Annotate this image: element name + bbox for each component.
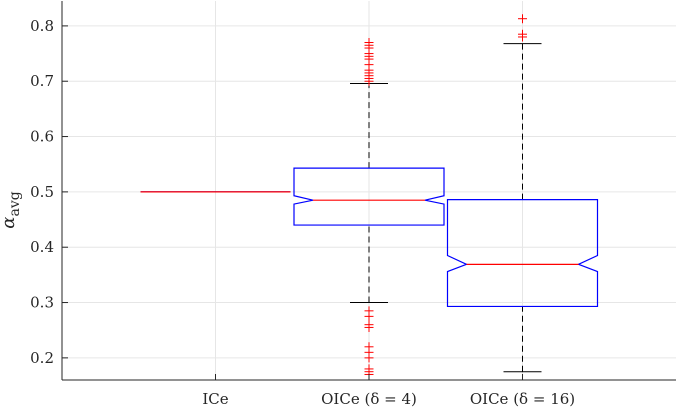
- box-layer: [140, 14, 599, 379]
- outlier-1-15: [364, 322, 374, 332]
- y-tick-label-4: 0.6: [30, 128, 54, 146]
- x-tick-label-1: OICe (δ = 4): [321, 390, 417, 408]
- box-group-2: [446, 14, 599, 373]
- box-1: [293, 167, 445, 226]
- outlier-2-2: [518, 14, 527, 24]
- outlier-1-18: [364, 353, 374, 363]
- y-tick-label-0: 0.2: [30, 349, 54, 367]
- outlier-1-13: [364, 311, 374, 321]
- y-tick-label-6: 0.8: [30, 17, 54, 35]
- y-tick-label-1: 0.3: [30, 294, 54, 312]
- y-axis-label-main: α: [0, 217, 19, 229]
- box-2: [446, 199, 599, 308]
- y-tick-label-2: 0.4: [30, 238, 54, 256]
- axis-layer: αavg 0.2 0.3 0.4 0.5 0.6 0.7 0.8 ICe OICe (δ = 4…: [0, 1, 676, 408]
- y-axis-label: αavg: [0, 191, 23, 228]
- x-tick-label-2: OICe (δ = 16): [470, 390, 575, 408]
- y-tick-label-3: 0.5: [30, 183, 54, 201]
- outlier-2-1: [518, 29, 527, 39]
- box-group-1: [293, 37, 445, 379]
- y-tick-label-5: 0.7: [30, 72, 54, 90]
- x-tick-label-0: ICe: [202, 390, 228, 408]
- outlier-1-11: [364, 37, 374, 47]
- y-axis-label-subscript: avg: [7, 191, 23, 216]
